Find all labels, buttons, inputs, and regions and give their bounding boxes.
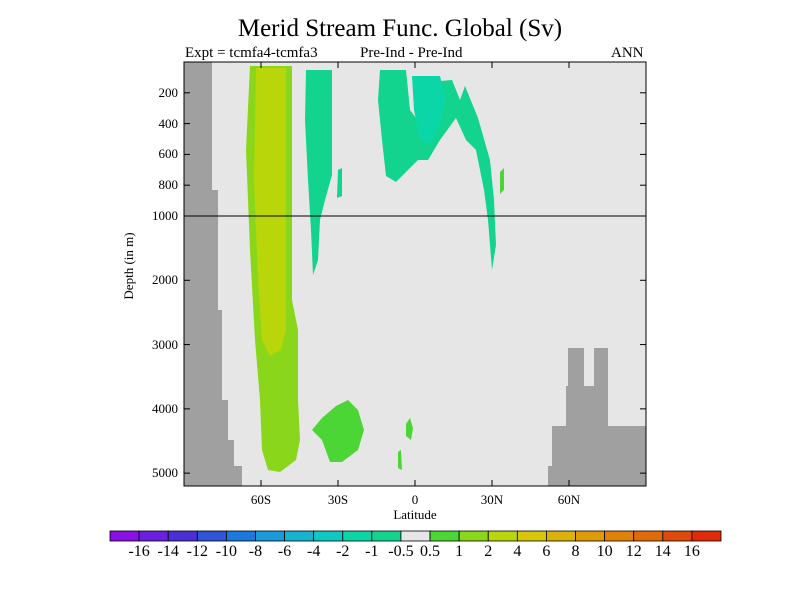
colorbar-swatch — [691, 530, 722, 542]
y-tick-label: 600 — [158, 146, 179, 162]
colorbar-label: -14 — [157, 543, 179, 560]
colorbar-label: -8 — [248, 543, 263, 560]
contour-region-tropical-negative-cell — [378, 70, 496, 270]
x-tick-label: 0 — [411, 492, 419, 507]
colorbar-label: 16 — [683, 543, 700, 560]
plot-area — [183, 61, 647, 487]
contour-region-midlat-south-negative — [305, 70, 332, 275]
y-tick-label: 400 — [158, 115, 179, 131]
x-tick-label: 60N — [557, 492, 581, 507]
case-label: Pre-Ind - Pre-Ind — [360, 45, 463, 61]
colorbar-label: 14 — [654, 543, 671, 560]
colorbar-swatch — [458, 530, 489, 542]
chart-title: Merid Stream Func. Global (Sv) — [237, 15, 563, 42]
colorbar-swatch — [371, 530, 402, 542]
y-tick-label: 2000 — [152, 272, 178, 288]
colorbar-label: 0.5 — [420, 543, 441, 560]
x-axis-title: Latitude — [393, 507, 437, 522]
land-antarctica — [184, 62, 242, 486]
colorbar-swatch — [633, 530, 664, 542]
x-tick-label: 60S — [250, 492, 272, 507]
y-axis-title: Depth (in m) — [121, 232, 136, 300]
y-tick-label: 3000 — [152, 336, 178, 352]
land-northern-ridge — [548, 348, 646, 486]
colorbar-swatch — [225, 530, 256, 542]
y-tick-label: 5000 — [152, 465, 178, 481]
colorbar-swatch — [516, 530, 547, 542]
colorbar-label: -2 — [336, 543, 350, 560]
colorbar-label: -16 — [128, 543, 150, 560]
colorbar-label: 8 — [571, 543, 580, 560]
colorbar-label: -1 — [365, 543, 379, 560]
contour-region-deep-equatorial-positive — [406, 418, 413, 440]
colorbar-label: 4 — [513, 543, 522, 560]
colorbar-label: -4 — [306, 543, 321, 560]
y-tick-label: 1000 — [152, 208, 178, 223]
season-label: ANN — [611, 45, 644, 61]
colorbar-swatch — [196, 530, 227, 542]
colorbar-label: -12 — [186, 543, 208, 560]
colorbar-swatch — [546, 530, 576, 542]
x-tick-label: 30S — [327, 492, 349, 507]
colorbar-swatch — [400, 530, 431, 542]
contour-region-tropical-negative-core — [412, 76, 446, 144]
contour-region-north-atlantic-small — [500, 168, 504, 194]
colorbar-swatch — [284, 530, 315, 542]
contour-region-midlat-satellite — [337, 168, 342, 198]
colorbar-swatch — [575, 530, 606, 542]
x-tick-label: 30N — [480, 492, 504, 507]
colorbar-swatch — [662, 530, 693, 542]
contour-region-southern-ocean-core — [254, 68, 286, 356]
colorbar-swatch — [255, 530, 285, 542]
contour-region-deep-south-positive — [312, 400, 364, 462]
colorbar-label: -10 — [215, 543, 238, 560]
colorbar-swatch — [313, 530, 344, 542]
colorbar-label: -6 — [277, 543, 292, 560]
colorbar-label: 12 — [625, 543, 642, 560]
y-tick-label: 200 — [158, 84, 179, 100]
colorbar-label: 2 — [484, 543, 493, 560]
colorbar-label: -0.5 — [388, 543, 414, 560]
colorbar-label: 1 — [455, 543, 464, 560]
colorbar-swatch — [487, 530, 518, 542]
colorbar-swatch — [342, 530, 373, 542]
colorbar-swatch — [429, 530, 460, 542]
colorbar-swatch — [167, 530, 198, 542]
colorbar-label: 10 — [596, 543, 613, 560]
colorbar-swatch — [109, 530, 140, 542]
contour-region-deep-equatorial-satellite — [398, 450, 402, 470]
y-tick-label: 4000 — [152, 400, 178, 416]
y-tick-label: 800 — [158, 177, 179, 193]
colorbar-label: 6 — [542, 543, 551, 560]
experiment-label: Expt = tcmfa4-tcmfa3 — [185, 45, 318, 61]
colorbar — [109, 530, 722, 542]
colorbar-swatch — [138, 530, 169, 542]
colorbar-swatch — [604, 530, 635, 542]
